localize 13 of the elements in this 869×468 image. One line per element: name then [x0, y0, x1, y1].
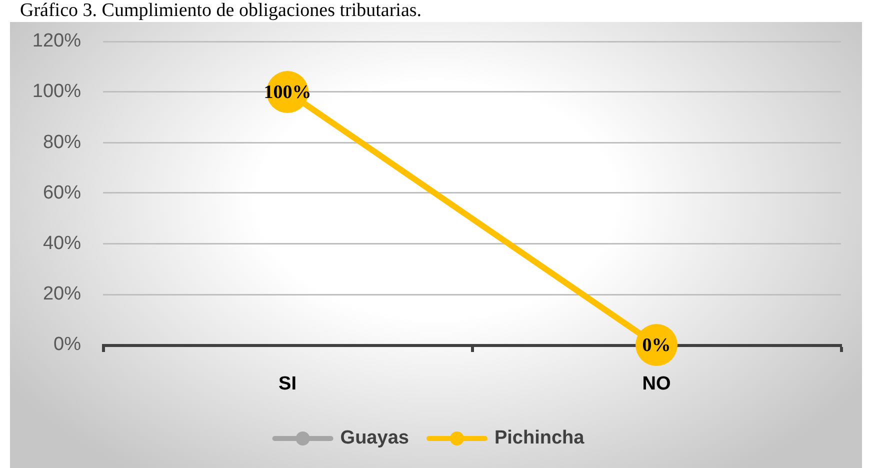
- chart-title: Gráfico 3. Cumplimiento de obligaciones tributarias.: [20, 0, 422, 22]
- y-tick-label: 0%: [54, 334, 82, 356]
- y-tick-label: 20%: [42, 284, 82, 305]
- legend-label: Pichincha: [494, 428, 585, 449]
- y-tick-label: 60%: [42, 182, 82, 204]
- y-tick-label: 100%: [32, 81, 82, 102]
- y-tick-label: 40%: [42, 233, 82, 254]
- x-tick-label: NO: [642, 374, 671, 395]
- data-label: 0%: [642, 334, 671, 356]
- x-tick-label: SI: [278, 374, 296, 395]
- y-tick-label: 120%: [32, 30, 82, 52]
- y-tick-label: 80%: [42, 132, 82, 153]
- legend-label: Guayas: [340, 428, 409, 449]
